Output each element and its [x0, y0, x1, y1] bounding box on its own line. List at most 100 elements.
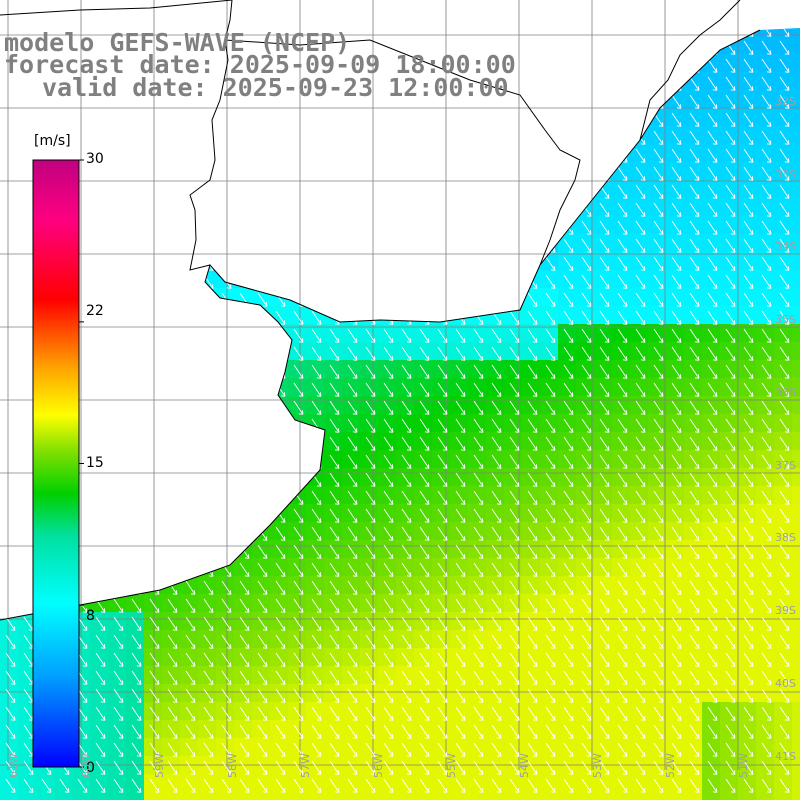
lat-label: 35S — [775, 313, 796, 326]
lon-label: 57W — [299, 753, 312, 778]
wind-speed-cell — [792, 792, 800, 800]
colorbar-tick-30: 30 — [86, 151, 104, 167]
wind-speed-cell — [756, 28, 775, 37]
wind-speed-cell — [792, 216, 800, 235]
lon-label: 61W — [7, 753, 20, 778]
lat-label: 38S — [775, 531, 796, 544]
wind-speed-cell — [594, 792, 613, 800]
lon-label: 54W — [518, 753, 531, 778]
wind-speed-cell — [792, 630, 800, 649]
wind-speed-cell — [792, 144, 800, 163]
wind-speed-cell — [288, 792, 307, 800]
wind-speed-cell — [792, 28, 800, 37]
lon-label: 59W — [153, 753, 166, 778]
lon-label: 52W — [664, 753, 677, 778]
wind-speed-cell — [432, 792, 451, 800]
wind-speed-cell — [792, 594, 800, 613]
lat-label: 40S — [775, 677, 796, 690]
colorbar-unit: [m/s] — [34, 133, 71, 149]
wind-speed-cell — [54, 792, 73, 800]
lon-label: 56W — [372, 753, 385, 778]
wind-speed-cell — [612, 792, 631, 800]
lat-label: 36S — [775, 386, 796, 399]
wind-speed-cell — [792, 360, 800, 379]
wind-speed-cell — [774, 792, 793, 800]
wind-speed-cell — [792, 234, 800, 253]
wind-speed-cell — [468, 792, 487, 800]
wind-speed-cell — [792, 540, 800, 559]
lat-label: 32S — [775, 95, 796, 108]
lon-label: 55W — [445, 753, 458, 778]
wind-speed-cell — [792, 774, 800, 793]
wind-speed-cell — [792, 522, 800, 541]
lat-label: 34S — [775, 240, 796, 253]
wind-speed-cell — [36, 792, 55, 800]
wind-speed-cell — [792, 72, 800, 91]
wind-speed-cell — [540, 792, 559, 800]
wind-speed-cell — [792, 558, 800, 577]
wind-speed-cell — [792, 576, 800, 595]
wind-speed-cell — [342, 792, 361, 800]
wind-speed-cell — [702, 792, 721, 800]
valid-date: valid date: 2025-09-23 12:00:00 — [42, 73, 509, 102]
wind-speed-cell — [198, 792, 217, 800]
wind-speed-cell — [792, 486, 800, 505]
wind-speed-cell — [162, 792, 181, 800]
wind-speed-cell — [792, 90, 800, 109]
wind-speed-cell — [90, 792, 109, 800]
wind-speed-cell — [324, 792, 343, 800]
wind-speed-cell — [792, 108, 800, 127]
lat-label: 41S — [775, 750, 796, 763]
wind-speed-cell — [126, 792, 145, 800]
wind-speed-cell — [792, 432, 800, 451]
wind-speed-cell — [792, 396, 800, 415]
wind-speed-cell — [792, 414, 800, 433]
wind-speed-cell — [72, 792, 91, 800]
wind-speed-cell — [792, 468, 800, 487]
wind-speed-cell — [504, 792, 523, 800]
wind-speed-cell — [18, 792, 37, 800]
wind-speed-cell — [792, 720, 800, 739]
lat-label: 33S — [775, 168, 796, 181]
wind-speed-cell — [792, 342, 800, 361]
lon-label: 51W — [737, 753, 750, 778]
wind-speed-cell — [252, 792, 271, 800]
wind-speed-cell — [450, 792, 469, 800]
wind-speed-cell — [792, 288, 800, 307]
lon-label: 58W — [226, 753, 239, 778]
wind-speed-cell — [792, 324, 800, 343]
wind-speed-cell — [792, 36, 800, 55]
wind-speed-cell — [792, 648, 800, 667]
wind-speed-cell — [666, 792, 685, 800]
wind-speed-cell — [216, 792, 235, 800]
lat-label: 37S — [775, 459, 796, 472]
wind-speed-cell — [792, 252, 800, 271]
wind-speed-cell — [0, 792, 19, 800]
wind-speed-cell — [378, 792, 397, 800]
wind-speed-cell — [792, 270, 800, 289]
wind-speed-cell — [792, 198, 800, 217]
wind-speed-cell — [792, 504, 800, 523]
wind-speed-cell — [792, 162, 800, 181]
wind-speed-cell — [756, 792, 775, 800]
wind-speed-cell — [792, 54, 800, 73]
colorbar — [32, 159, 80, 768]
lon-label: 60W — [80, 753, 93, 778]
wind-speed-cell — [720, 792, 739, 800]
wind-speed-cell — [108, 792, 127, 800]
wind-speed-cell — [738, 792, 757, 800]
wind-speed-cell — [648, 792, 667, 800]
wind-speed-cell — [414, 792, 433, 800]
wind-speed-cell — [792, 450, 800, 469]
wind-speed-cell — [792, 702, 800, 721]
wind-speed-cell — [270, 792, 289, 800]
wind-speed-cell — [144, 792, 163, 800]
colorbar-tick-8: 8 — [86, 608, 95, 624]
wind-speed-cell — [792, 126, 800, 145]
wind-speed-cell — [792, 306, 800, 325]
wind-speed-cell — [792, 378, 800, 397]
wind-speed-cell — [792, 612, 800, 631]
wind-speed-cell — [576, 792, 595, 800]
wind-speed-cell — [396, 792, 415, 800]
